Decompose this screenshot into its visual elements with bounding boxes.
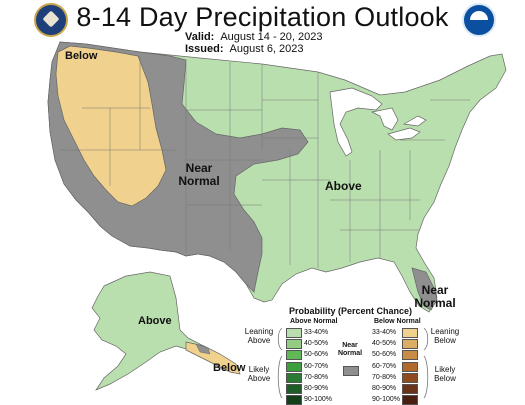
legend-above-bin-label: 70-80% xyxy=(304,373,329,381)
legend-likely-above: Likely Above xyxy=(247,365,271,383)
label-southwest-near-normal: Near Normal xyxy=(178,161,220,188)
legend-below-bin-swatch xyxy=(402,395,418,405)
legend-below-bin-label: 40-50% xyxy=(372,340,397,348)
legend-above-bin-label: 33-40% xyxy=(304,329,329,336)
florida-near-region xyxy=(411,267,438,311)
legend-below-heading: Below Normal xyxy=(374,318,421,325)
label-alaska-below: Below xyxy=(213,362,246,374)
legend-below-bin-label: 33-40% xyxy=(372,329,397,336)
legend-above-bin-label: 50-60% xyxy=(304,351,329,359)
label-alaska-above: Above xyxy=(138,315,172,327)
legend-above-bin-swatch xyxy=(286,372,302,383)
legend-near-heading: Near Normal xyxy=(337,342,363,357)
issued-date: August 6, 2023 xyxy=(229,43,304,55)
legend-above-bin-swatch xyxy=(286,395,302,405)
legend-below-bin-label: 90-100% xyxy=(372,396,401,404)
legend-above-bin-label: 90-100% xyxy=(304,396,333,404)
conus-below-region xyxy=(55,45,167,207)
noaa-logo-icon xyxy=(462,3,496,37)
legend-title: Probability (Percent Chance) xyxy=(289,306,413,316)
legend-above-heading: Above Normal xyxy=(290,318,338,325)
issued-label: Issued: xyxy=(185,43,224,55)
legend-below-bin-swatch xyxy=(402,384,418,394)
legend-leaning-above: Leaning Above xyxy=(244,327,274,345)
legend-below-bin-swatch xyxy=(402,339,418,350)
label-florida-near-normal: Near Normal xyxy=(414,283,456,310)
great-lakes xyxy=(329,87,427,157)
legend-below-bin-label: 60-70% xyxy=(372,362,397,370)
legend-below-bin-label: 50-60% xyxy=(372,351,397,359)
legend-above-bin-swatch xyxy=(286,384,302,394)
alaska-above-region xyxy=(91,271,239,391)
alaska-near-region xyxy=(195,343,211,355)
legend-above-bin-swatch xyxy=(286,350,302,361)
legend-leaning-below: Leaning Below xyxy=(430,327,460,345)
legend-above-bin-label: 80-90% xyxy=(304,385,329,392)
legend-above-bin-swatch xyxy=(286,339,302,350)
state-borders xyxy=(60,56,470,268)
label-pacific-nw-below: Below xyxy=(65,50,98,62)
valid-label: Valid: xyxy=(185,31,215,43)
legend-below-bin-label: 80-90% xyxy=(372,385,397,392)
legend-below-bin-swatch xyxy=(402,372,418,383)
page-title: 8-14 Day Precipitation Outlook xyxy=(76,2,449,32)
legend-above-bin-label: 40-50% xyxy=(304,340,329,348)
legend-below-bin-swatch xyxy=(402,350,418,361)
legend-above-bin-swatch xyxy=(286,328,302,338)
label-east-above: Above xyxy=(325,179,362,193)
legend-above-bin-label: 60-70% xyxy=(304,362,329,370)
legend-below-bin-swatch xyxy=(402,361,418,372)
valid-dates: August 14 - 20, 2023 xyxy=(220,31,323,43)
legend-above-bin-swatch xyxy=(286,361,302,372)
legend-near-swatch xyxy=(343,366,359,376)
valid-line: Valid: August 14 - 20, 2023 xyxy=(185,31,322,43)
legend-likely-below: Likely Below xyxy=(434,365,456,383)
legend-below-bin-swatch xyxy=(402,328,418,338)
issued-line: Issued: August 6, 2023 xyxy=(185,43,304,55)
commerce-seal-icon xyxy=(34,3,68,37)
legend-below-bin-label: 70-80% xyxy=(372,373,397,381)
